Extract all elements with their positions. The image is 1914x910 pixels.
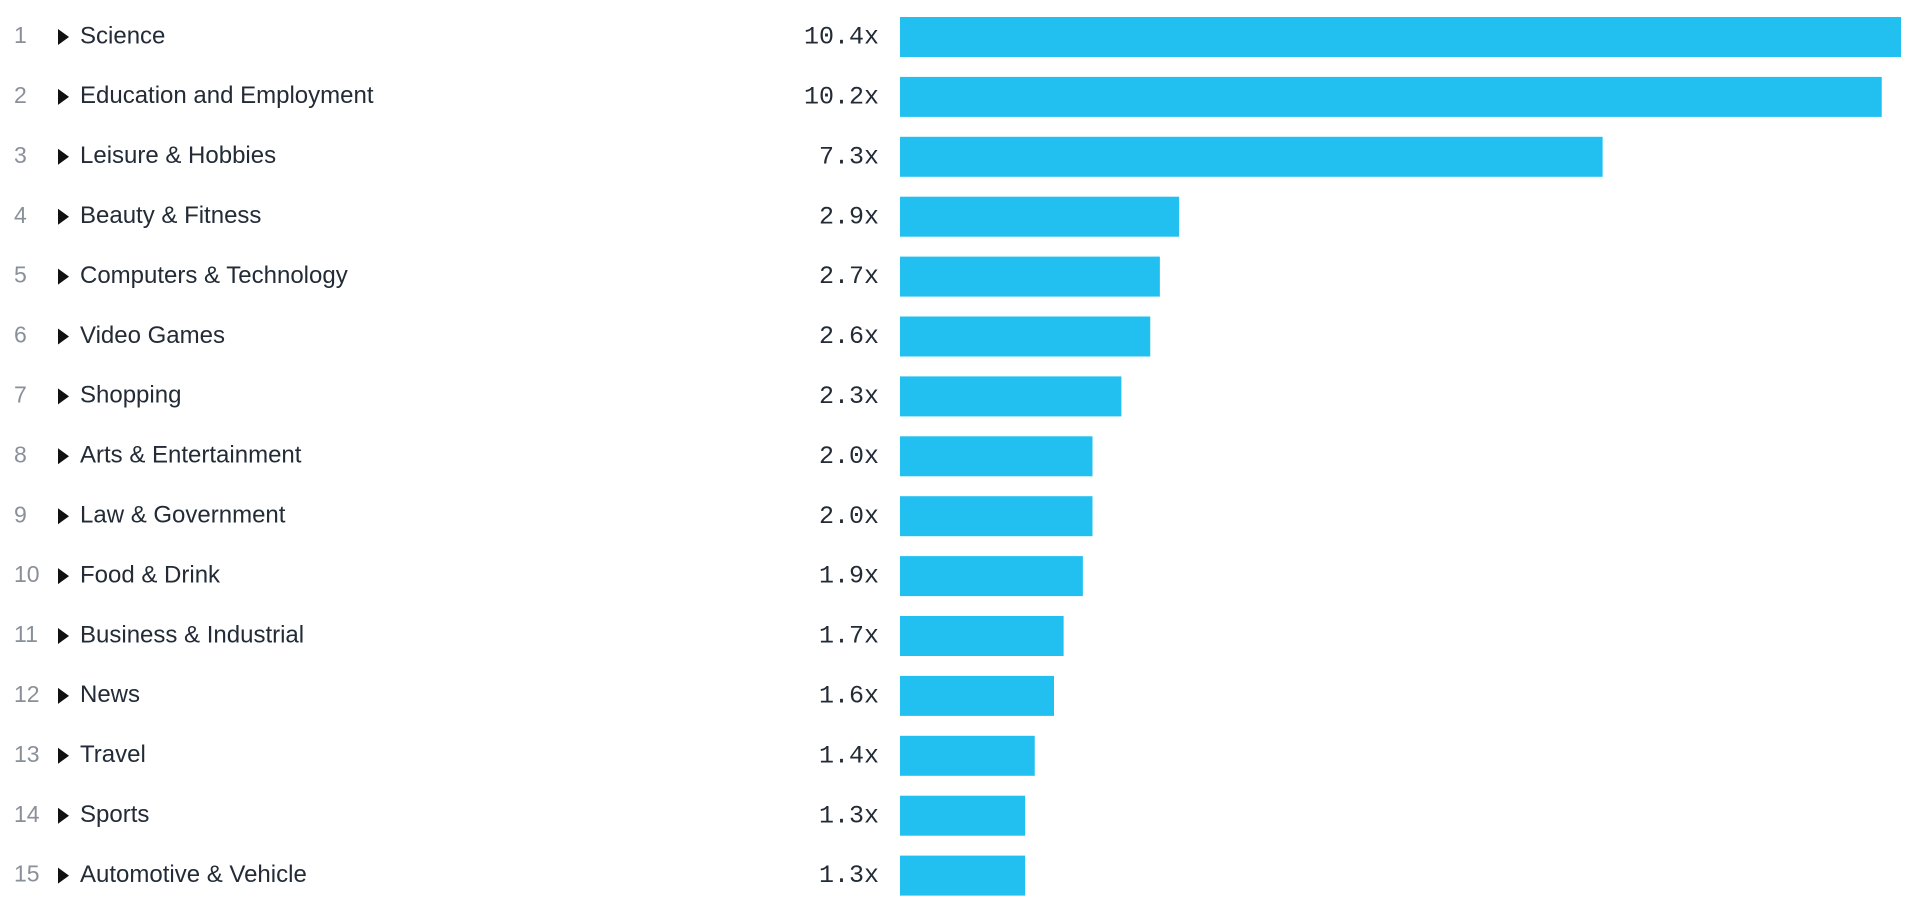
- category-label: Law & Government: [80, 502, 286, 529]
- rank: 11: [14, 621, 38, 647]
- bar: [900, 496, 1093, 537]
- expand-toggle[interactable]: [58, 88, 69, 105]
- value-label: 2.3x: [819, 382, 879, 411]
- bar: [900, 616, 1064, 656]
- category-label: Automotive & Vehicle: [80, 861, 307, 888]
- bar: [900, 735, 1035, 776]
- expand-toggle[interactable]: [58, 388, 69, 405]
- expand-toggle[interactable]: [58, 747, 69, 764]
- rank: 13: [14, 741, 40, 767]
- expand-toggle[interactable]: [58, 208, 69, 225]
- bar: [900, 196, 1180, 237]
- expand-toggle[interactable]: [58, 687, 69, 704]
- category-label: Shopping: [80, 382, 181, 409]
- rank: 4: [14, 202, 27, 228]
- value-label: 1.4x: [819, 741, 879, 770]
- expand-toggle[interactable]: [58, 29, 69, 45]
- expand-toggle[interactable]: [58, 508, 69, 525]
- category-label: Travel: [80, 741, 146, 768]
- category-label: Video Games: [80, 322, 225, 349]
- category-label: News: [80, 681, 140, 708]
- category-label: Arts & Entertainment: [80, 442, 302, 469]
- expand-toggle[interactable]: [58, 867, 69, 884]
- category-label: Leisure & Hobbies: [80, 142, 276, 169]
- bar: [900, 556, 1083, 597]
- rank: 9: [14, 501, 27, 527]
- value-label: 1.6x: [819, 682, 879, 711]
- value-label: 7.3x: [819, 142, 879, 171]
- expand-toggle[interactable]: [58, 148, 69, 165]
- bar: [900, 76, 1882, 117]
- rank: 1: [14, 22, 27, 48]
- category-label: Science: [80, 22, 165, 49]
- value-label: 1.7x: [819, 622, 879, 651]
- value-label: 2.6x: [819, 322, 879, 351]
- value-label: 2.7x: [819, 262, 879, 291]
- bar: [900, 316, 1151, 357]
- bar: [900, 136, 1603, 177]
- category-label: Beauty & Fitness: [80, 202, 261, 229]
- rank: 7: [14, 381, 27, 407]
- category-label: Business & Industrial: [80, 621, 304, 648]
- value-label: 2.0x: [819, 502, 879, 531]
- category-label: Sports: [80, 801, 149, 828]
- value-label: 1.3x: [819, 801, 879, 830]
- bar: [900, 376, 1122, 417]
- rank: 5: [14, 262, 27, 288]
- category-label: Computers & Technology: [80, 262, 348, 289]
- value-label: 1.3x: [819, 861, 879, 890]
- value-label: 2.9x: [819, 202, 879, 231]
- value-label: 10.4x: [804, 23, 879, 52]
- value-label: 1.9x: [819, 562, 879, 591]
- bar: [900, 256, 1160, 297]
- rank: 15: [14, 861, 40, 887]
- value-label: 2.0x: [819, 442, 879, 471]
- expand-toggle[interactable]: [58, 807, 69, 824]
- rank: 12: [14, 681, 40, 707]
- expand-toggle[interactable]: [58, 628, 69, 644]
- expand-toggle[interactable]: [58, 448, 69, 465]
- bar: [900, 436, 1093, 477]
- value-label: 10.2x: [804, 83, 879, 112]
- rank: 14: [14, 801, 40, 827]
- expand-toggle[interactable]: [58, 268, 69, 285]
- rank: 8: [14, 441, 27, 467]
- rank: 3: [14, 142, 27, 168]
- rank: 6: [14, 322, 27, 348]
- bar: [900, 675, 1054, 716]
- expand-toggle[interactable]: [58, 568, 69, 585]
- bar: [900, 855, 1026, 896]
- expand-toggle[interactable]: [58, 328, 69, 345]
- bar: [900, 17, 1901, 57]
- category-label: Food & Drink: [80, 561, 221, 588]
- rank: 2: [14, 82, 27, 108]
- bar: [900, 795, 1026, 836]
- rank: 10: [14, 561, 40, 587]
- category-label: Education and Employment: [80, 82, 374, 109]
